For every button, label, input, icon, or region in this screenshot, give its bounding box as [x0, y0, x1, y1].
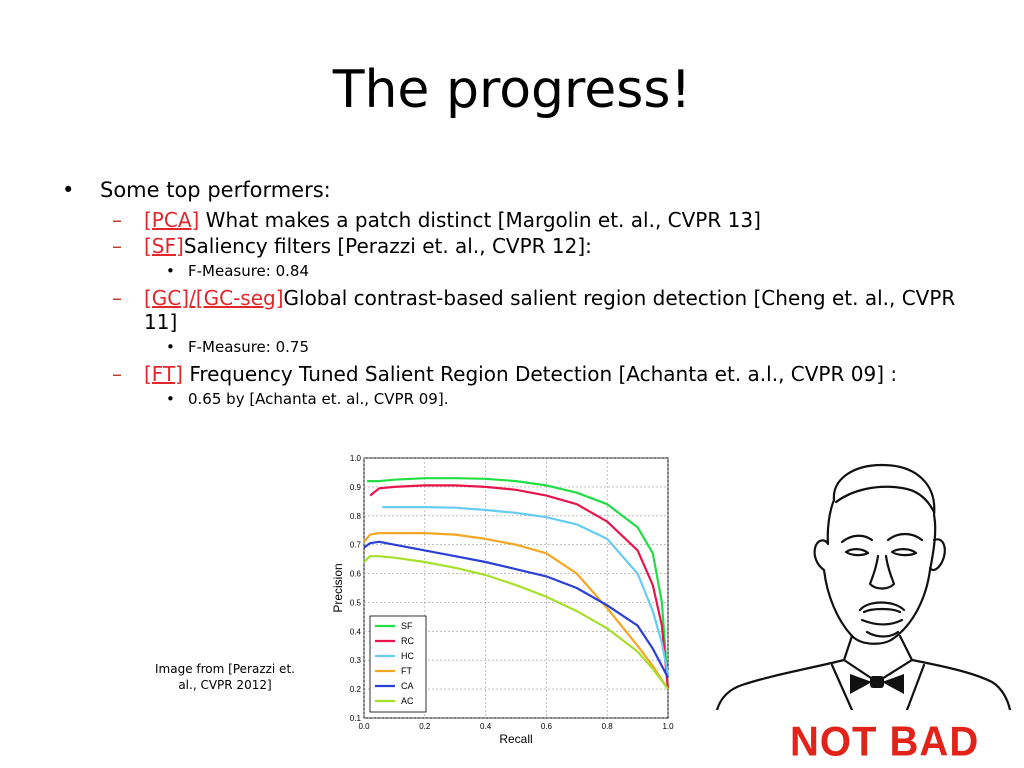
- y-tick-label: 0.6: [350, 570, 362, 579]
- not-bad-caption: NOT BAD: [790, 718, 980, 766]
- x-tick-label: 0.2: [419, 722, 431, 731]
- dash-icon: –: [112, 286, 122, 310]
- y-tick-label: 0.4: [350, 627, 362, 636]
- x-axis-label: Recall: [499, 732, 532, 746]
- series-line-sf: [367, 477, 670, 690]
- legend-label-ft: FT: [401, 666, 412, 676]
- y-tick-label: 0.1: [350, 714, 362, 723]
- citation-tag-sf[interactable]: [SF]: [144, 234, 184, 258]
- dash-icon: –: [112, 234, 122, 258]
- y-tick-label: 0.7: [350, 541, 362, 550]
- x-tick-label: 0.0: [358, 722, 370, 731]
- dash-icon: –: [112, 208, 122, 232]
- citation-tag-gc[interactable]: [GC]/[GC-seg]: [144, 286, 284, 310]
- slide-title: The progress!: [332, 60, 692, 120]
- x-tick-label: 0.8: [602, 722, 614, 731]
- x-tick-label: 1.0: [662, 722, 674, 731]
- bullet-gc: – [GC]/[GC-seg]Global contrast-based sali…: [62, 286, 962, 334]
- y-tick-label: 0.5: [350, 598, 362, 607]
- bullet-top: • Some top performers:: [62, 178, 962, 202]
- bullet-ft-text: Frequency Tuned Salient Region Detection…: [182, 362, 898, 386]
- meme-face-image: [715, 463, 1012, 710]
- bullet-sf: – [SF]Saliency filters [Perazzi et. al., …: [62, 234, 962, 258]
- bullet-sf-text: Saliency filters [Perazzi et. al., CVPR …: [183, 234, 592, 258]
- legend-label-hc: HC: [401, 651, 414, 661]
- bullet-ft: – [FT] Frequency Tuned Salient Region Det…: [62, 362, 962, 386]
- sub-bullet-sf-text: F-Measure: 0.84: [188, 262, 310, 280]
- y-tick-label: 0.2: [350, 685, 362, 694]
- sub-bullet-ft: • 0.65 by [Achanta et. al., CVPR 09].: [62, 388, 962, 410]
- dash-icon: –: [112, 362, 122, 386]
- bullet-dot-icon: •: [166, 262, 175, 280]
- legend-label-rc: RC: [401, 636, 414, 646]
- legend-label-sf: SF: [401, 621, 413, 631]
- bullet-dot-icon: •: [62, 178, 75, 202]
- y-tick-label: 0.9: [350, 483, 362, 492]
- y-tick-label: 0.8: [350, 512, 362, 521]
- sub-bullet-sf: • F-Measure: 0.84: [62, 260, 962, 282]
- citation-tag-pca[interactable]: [PCA]: [144, 208, 200, 232]
- bullet-pca: – [PCA] What makes a patch distinct [Marg…: [62, 208, 962, 232]
- series-line-rc: [369, 484, 670, 690]
- chart-caption: Image from [Perazzi et. al., CVPR 2012]: [155, 662, 295, 692]
- x-tick-label: 0.4: [480, 722, 492, 731]
- bullet-dot-icon: •: [166, 390, 175, 408]
- series-line-ac: [363, 555, 669, 690]
- bullet-gc-text: Global contrast-based salient region det…: [144, 286, 956, 334]
- legend-box: [369, 615, 427, 713]
- y-tick-label: 0.3: [350, 656, 362, 665]
- bullet-pca-text: What makes a patch distinct [Margolin et…: [199, 208, 761, 232]
- precision-recall-chart: 0.0 0.2 0.4 0.6 0.8 1.0 0.1 0.2 0.3 0.4 0.5 0.6 0.7 0…: [331, 454, 674, 746]
- x-tick-label: 0.6: [541, 722, 553, 731]
- sub-bullet-ft-text: 0.65 by [Achanta et. al., CVPR 09].: [188, 390, 449, 408]
- series-line-ft: [363, 531, 669, 690]
- series-line-ca: [363, 540, 669, 679]
- y-axis-label: Precision: [331, 563, 345, 612]
- bullet-top-text: Some top performers:: [100, 178, 331, 202]
- series-line-hc: [382, 505, 670, 675]
- legend-label-ac: AC: [401, 696, 414, 706]
- citation-tag-ft[interactable]: [FT]: [144, 362, 183, 386]
- sub-bullet-gc: • F-Measure: 0.75: [62, 336, 962, 358]
- bullet-dot-icon: •: [166, 338, 175, 356]
- y-tick-label: 1.0: [350, 454, 362, 463]
- legend-label-ca: CA: [401, 681, 414, 691]
- bullet-list: • Some top performers: – [PCA] What makes…: [62, 178, 962, 414]
- sub-bullet-gc-text: F-Measure: 0.75: [188, 338, 310, 356]
